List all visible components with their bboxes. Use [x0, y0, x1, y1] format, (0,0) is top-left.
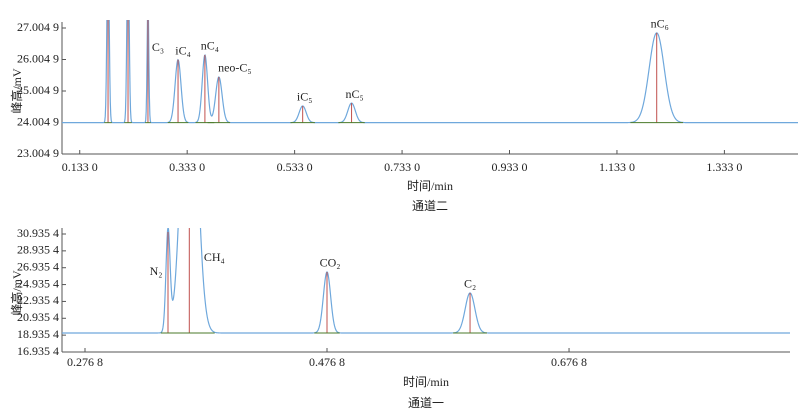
y-tick-label: 25.004 9: [17, 83, 59, 97]
peak-label: C₃: [152, 40, 164, 54]
y-tick-label: 24.004 9: [17, 114, 59, 128]
plot-area: [62, 228, 790, 334]
peak-label: CO₂: [320, 256, 341, 270]
x-tick-label: 0.533 0: [277, 160, 313, 174]
y-tick-label: 20.935 4: [17, 310, 59, 324]
x-tick-label: 0.276 8: [67, 355, 103, 369]
x-tick-label: 0.133 0: [62, 160, 98, 174]
y-axis-label: 峰高/mV: [9, 270, 24, 316]
y-tick-label: 28.935 4: [17, 243, 59, 257]
x-axis-label: 时间/min: [403, 375, 449, 389]
y-tick-label: 27.004 9: [17, 20, 59, 34]
trace: [62, 228, 790, 334]
y-tick-label: 16.935 4: [17, 344, 59, 358]
y-tick-label: 18.935 4: [17, 327, 59, 341]
x-tick-label: 1.333 0: [706, 160, 742, 174]
y-tick-label: 26.004 9: [17, 51, 59, 65]
peak-label: N₂: [150, 264, 163, 278]
peak-label: nC₄: [201, 39, 219, 53]
y-tick-label: 26.935 4: [17, 259, 59, 273]
caption: 通道一: [408, 396, 444, 410]
peak-label: iC₄: [175, 43, 191, 57]
peak-label: iC₅: [297, 90, 313, 104]
y-tick-label: 30.935 4: [17, 226, 59, 240]
caption: 通道二: [412, 199, 448, 213]
x-tick-label: 1.133 0: [599, 160, 635, 174]
y-tick-label: 23.004 9: [17, 146, 59, 160]
peak-label: C₂: [464, 277, 476, 291]
y-tick-label: 24.935 4: [17, 276, 59, 290]
x-tick-label: 0.933 0: [492, 160, 528, 174]
x-tick-label: 0.733 0: [384, 160, 420, 174]
trace: [62, 20, 798, 124]
peak-label: nC₆: [651, 17, 669, 31]
x-axis-label: 时间/min: [407, 179, 453, 193]
peak-label: nC₅: [345, 87, 363, 101]
y-axis-label: 峰高/mV: [9, 68, 24, 114]
x-tick-label: 0.333 0: [169, 160, 205, 174]
x-tick-label: 0.676 8: [551, 355, 587, 369]
y-tick-label: 22.935 4: [17, 293, 59, 307]
x-tick-label: 0.476 8: [309, 355, 345, 369]
peak-label: neo-C₅: [218, 61, 252, 75]
peak-label: CH₄: [204, 250, 225, 264]
plot-area: [62, 20, 798, 124]
